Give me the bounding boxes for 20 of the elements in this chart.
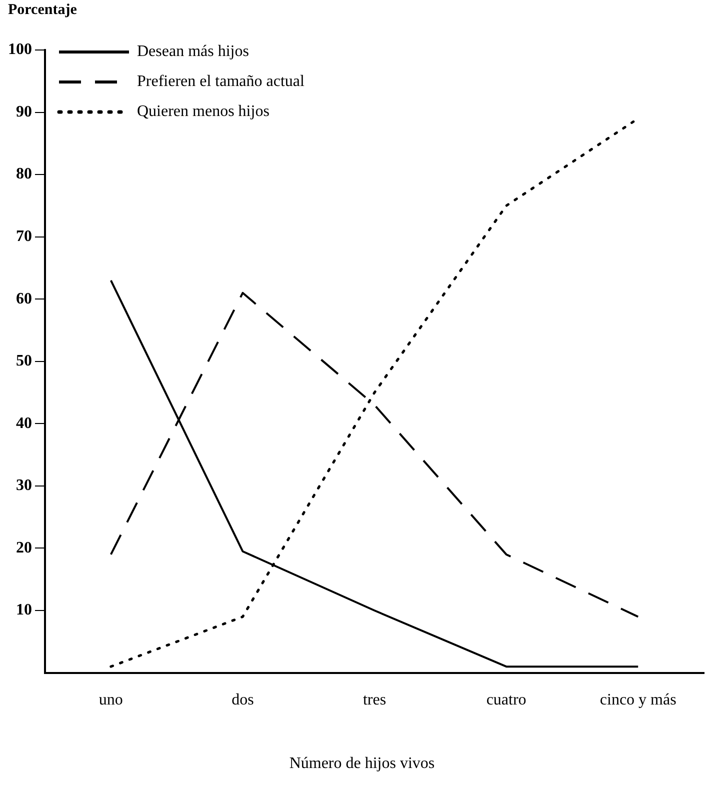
y-tick-label: 60	[16, 290, 32, 308]
x-tick-label: cuatro	[486, 692, 526, 709]
y-tick-label: 50	[16, 352, 32, 370]
x-tick-label: dos	[232, 692, 254, 709]
x-axis-title: Número de hijos vivos	[288, 755, 436, 773]
y-tick-label: 100	[8, 41, 32, 58]
legend-label: Desean más hijos	[137, 43, 249, 60]
y-tick-label: 40	[16, 414, 32, 432]
y-axis-title: Porcentaje	[8, 2, 77, 19]
y-tick-label: 80	[16, 166, 32, 183]
y-tick-label: 20	[16, 539, 32, 556]
legend-label: Prefieren el tamaño actual	[137, 73, 306, 90]
y-tick-label: 30	[16, 477, 32, 494]
y-tick-label: 70	[16, 228, 32, 245]
y-tick-label: 90	[16, 103, 32, 120]
x-tick-label: cinco y más	[600, 692, 676, 709]
x-tick-label: uno	[98, 692, 123, 709]
legend-label: Quieren menos hijos	[137, 103, 270, 120]
x-tick-label: tres	[362, 692, 386, 709]
y-tick-label: 10	[16, 602, 32, 619]
